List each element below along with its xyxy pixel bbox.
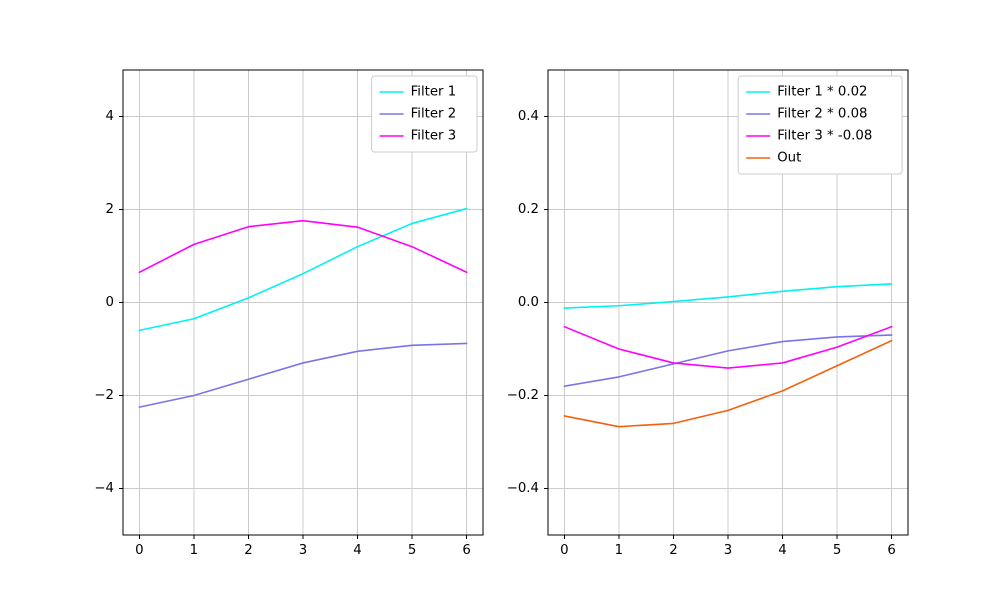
legend-label-filter-2-0-08: Filter 2 * 0.08 [777,107,867,122]
legend-label-filter-1-0-02: Filter 1 * 0.02 [777,85,867,100]
series-line-filter-2-0-08 [563,334,893,388]
x-tick-label: 6 [887,543,895,558]
x-tick-label: 4 [778,543,786,558]
x-tick-label: 5 [833,543,841,558]
y-tick-label: 4 [106,109,114,124]
y-tick-label: 0.0 [518,295,539,310]
legend-label-filter-3-0-08: Filter 3 * -0.08 [777,129,872,144]
x-tick-label: 3 [724,543,732,558]
y-tick-label: 0.4 [518,109,539,124]
x-tick-label: 6 [462,543,470,558]
x-tick-label: 0 [135,543,143,558]
y-tick-label: 0 [106,295,114,310]
y-tick-label: −0.4 [507,481,539,496]
legend-label-out: Out [777,151,801,166]
series-line-filter-3-0-08 [563,325,893,369]
x-tick-label: 5 [408,543,416,558]
legend-label-filter-1: Filter 1 [411,85,457,100]
subplot-1: 0 1 2 3 4 5 6 −4 −2 0 2 4 Filter 1 Filter 2 Filter 3 [94,69,484,558]
x-tick-label: 1 [190,543,198,558]
legend-box [371,75,478,153]
series-line-filter-3 [138,219,468,274]
x-tick-label: 2 [244,543,252,558]
y-tick-label: −4 [94,481,114,496]
y-tick-label: −0.2 [507,388,539,403]
series-line-out [563,339,893,428]
x-tick-label: 2 [669,543,677,558]
series-line-filter-1 [138,207,468,332]
y-tick-label: −2 [94,388,114,403]
legend-box [737,75,903,175]
x-tick-label: 0 [560,543,568,558]
subplot-2: 0 1 2 3 4 5 6 −0.4 −0.2 0.0 0.2 0.4 Filter 1 * 0.02 F… [507,69,909,558]
legend-label-filter-3: Filter 3 [411,129,457,144]
x-tick-label: 3 [299,543,307,558]
y-tick-label: 0.2 [518,202,539,217]
series-line-filter-2 [138,342,468,408]
series-line-filter-1-0-02 [563,283,893,309]
y-tick-label: 2 [106,202,114,217]
x-tick-label: 4 [353,543,361,558]
legend-label-filter-2: Filter 2 [411,107,457,122]
x-tick-label: 1 [615,543,623,558]
